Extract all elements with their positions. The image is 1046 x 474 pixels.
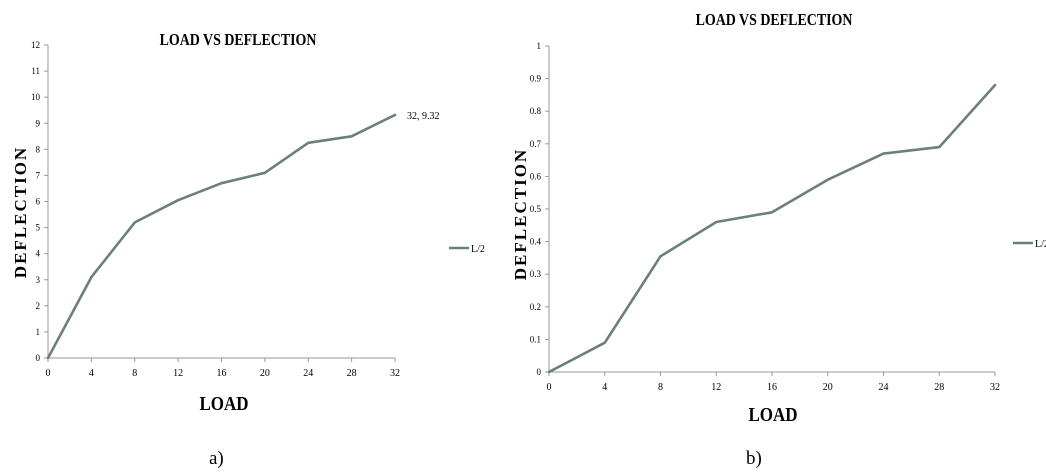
chart-b-title: LOAD VS DEFLECTION (696, 11, 854, 30)
chart-a-legend-label: L/2 (471, 244, 485, 255)
chart-b-series-line (547, 83, 997, 374)
chart-b-y-tick-label: 0.9 (530, 74, 542, 84)
chart-a-y-tick-label: 10 (31, 92, 41, 102)
chart-b-y-tick-label: 0.3 (530, 269, 542, 279)
chart-a-x-tick-label: 12 (173, 368, 183, 379)
chart-b-y-tick-label: 0.4 (530, 237, 542, 247)
chart-b-x-tick-label: 8 (658, 382, 663, 393)
chart-b-y-tick-label: 0.7 (530, 139, 542, 149)
chart-b-legend-label: L/2 (1035, 239, 1046, 250)
chart-a-y-tick-label: 5 (36, 223, 41, 233)
chart-a-y-tick-label: 2 (36, 301, 41, 311)
chart-b-y-tick-label: 0.8 (530, 106, 542, 116)
chart-a-x-tick-label: 8 (132, 368, 137, 379)
chart-a-y-tick-label: 0 (36, 353, 41, 363)
chart-b-y-tick-label: 0 (537, 367, 542, 377)
chart-a-x-tick-label: 20 (260, 368, 270, 379)
chart-a-y-tick-label: 6 (36, 197, 41, 207)
chart-b-y-tick-label: 0.6 (530, 171, 542, 181)
chart-b-y-tick-label: 0.2 (530, 302, 541, 312)
chart-b-x-tick-label: 32 (990, 382, 1000, 393)
chart-b-x-tick-label: 4 (602, 382, 607, 393)
chart-b-x-axis-label: LOAD (748, 404, 797, 427)
chart-b-x-tick-label: 28 (934, 382, 944, 393)
chart-a-x-tick-label: 4 (89, 368, 94, 379)
chart-a-series-line (46, 113, 397, 360)
chart-a-y-tick-label: 8 (36, 144, 41, 154)
chart-a-y-tick-label: 12 (31, 40, 40, 50)
chart-b-x-tick-label: 20 (823, 382, 833, 393)
chart-a-title: LOAD VS DEFLECTION (160, 31, 318, 50)
chart-a-y-tick-label: 11 (31, 66, 40, 76)
chart-a-y-tick-label: 3 (36, 275, 41, 285)
chart-b-x-tick-label: 16 (767, 382, 777, 393)
chart-a-y-axis-label: DEFLECTION (11, 146, 30, 278)
caption-a: a) (209, 448, 224, 469)
chart-b-y-tick-label: 0.1 (530, 334, 541, 344)
chart-b-y-tick-label: 0.5 (530, 204, 542, 214)
chart-b-x-tick-label: 12 (711, 382, 721, 393)
chart-a-y-tick-label: 9 (36, 118, 41, 128)
chart-a-x-tick-label: 0 (46, 368, 51, 379)
chart-a-x-axis-label: LOAD (199, 393, 248, 416)
chart-a-x-tick-label: 28 (347, 368, 357, 379)
chart-b: LOAD VS DEFLECTION 0 0.1 0.2 0.3 0.4 0.5 0.6 0.7… (511, 11, 1046, 427)
caption-b: b) (746, 448, 762, 469)
chart-a-x-tick-label: 32 (390, 368, 400, 379)
chart-a-y-tick-label: 4 (36, 249, 41, 259)
chart-a-y-tick-label: 1 (36, 327, 41, 337)
chart-b-y-axis-label: DEFLECTION (511, 148, 530, 280)
chart-a-x-tick-label: 16 (217, 368, 227, 379)
chart-b-x-tick-label: 24 (879, 382, 889, 393)
chart-a-x-tick-label: 24 (303, 368, 313, 379)
chart-a-y-tick-label: 7 (36, 170, 41, 180)
chart-b-y-tick-label: 1 (537, 41, 542, 51)
chart-b-x-tick-label: 0 (547, 382, 552, 393)
chart-a-data-label: 32, 9.32 (407, 111, 440, 122)
